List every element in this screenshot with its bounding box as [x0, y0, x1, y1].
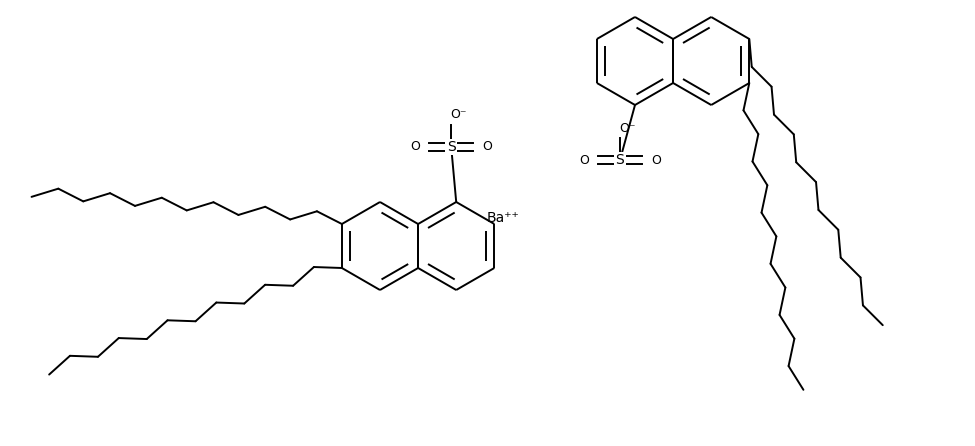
- Text: O: O: [483, 140, 492, 153]
- Text: O: O: [410, 140, 420, 153]
- Text: O⁻: O⁻: [619, 121, 636, 135]
- Text: S: S: [615, 153, 624, 167]
- Text: O: O: [651, 153, 661, 166]
- Text: O: O: [579, 153, 589, 166]
- Text: O⁻: O⁻: [449, 108, 466, 121]
- Text: S: S: [447, 140, 455, 154]
- Text: Ba⁺⁺: Ba⁺⁺: [487, 211, 520, 225]
